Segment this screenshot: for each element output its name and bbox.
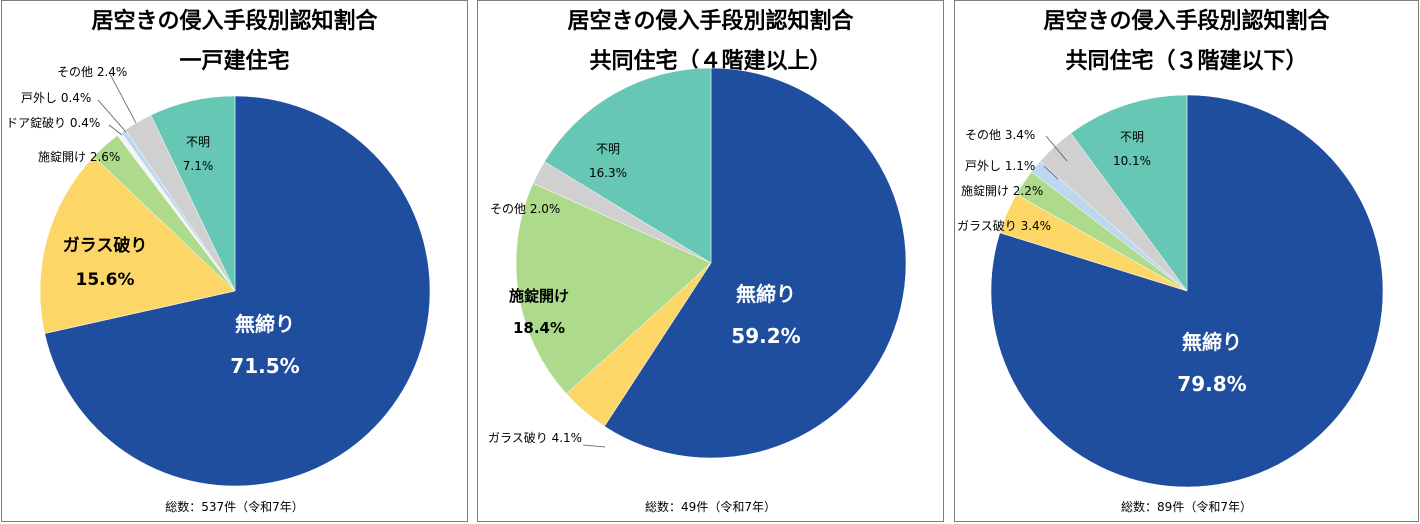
total-count: 総数：49件（令和7年） <box>645 500 776 514</box>
slice-label-outside: ガラス破り 4.1% <box>488 430 582 445</box>
slice-label-outside: その他 3.4% <box>965 128 1035 142</box>
pie-slice-3 <box>515 182 712 395</box>
slice-label-outside: ドア錠破り 0.4% <box>6 115 100 130</box>
slice-value: 59.2% <box>731 324 800 348</box>
leader-line <box>1045 135 1068 162</box>
slice-label-outside: 戸外し 0.4% <box>21 91 91 105</box>
slice-value: 18.4% <box>513 319 565 337</box>
pie-svg: 無締り 71.5% ガラス破り 15.6% 施錠開け 2.6% ドア錠破り 0.4% 戸外し… <box>6 65 431 487</box>
pie-slice-6 <box>1070 94 1188 292</box>
slice-label: 無締り <box>235 312 295 336</box>
leader-line <box>97 99 127 133</box>
pie-slice-1 <box>604 67 907 459</box>
slice-label: 不明 <box>186 135 210 149</box>
slice-label: 不明 <box>1120 130 1144 144</box>
leader-line <box>109 73 137 124</box>
pie-slice-1 <box>44 95 431 487</box>
slice-value: 15.6% <box>76 270 135 290</box>
slice-label: 不明 <box>596 142 620 156</box>
leader-line <box>582 444 606 448</box>
pie-slice-1 <box>990 94 1384 488</box>
slice-label: 無締り <box>1182 330 1242 354</box>
pie-svg: 無締り 59.2% ガラス破り 4.1% 施錠開け 18.4% その他 2.0% 不明 16.… <box>488 67 907 459</box>
slice-label: 無締り <box>736 282 796 306</box>
slice-label-outside: その他 2.4% <box>57 65 127 79</box>
slice-value: 16.3% <box>589 166 627 180</box>
slice-value: 10.1% <box>1113 154 1151 168</box>
pie-chart-detached-house: 居空きの侵入手段別認知割合 一戸建住宅 無締り 71.5% ガラス破り 15.6% 施錠… <box>1 0 468 522</box>
slice-label-outside: 戸外し 1.1% <box>965 159 1035 173</box>
slice-label: 施錠開け <box>509 287 569 305</box>
chart-title: 居空きの侵入手段別認知割合 <box>91 9 378 34</box>
slice-value: 79.8% <box>1177 372 1246 396</box>
chart-subtitle: 一戸建住宅 <box>179 49 290 74</box>
leader-line <box>108 124 123 136</box>
slice-label-outside: 施錠開け 2.2% <box>961 183 1043 198</box>
slice-value: 7.1% <box>183 159 214 173</box>
chart-subtitle: 共同住宅（３階建以下） <box>1065 49 1308 74</box>
chart-title: 居空きの侵入手段別認知割合 <box>1043 9 1330 34</box>
pie-slice-2 <box>39 156 236 334</box>
pie-chart-apartment-3f-below: 居空きの侵入手段別認知割合 共同住宅（３階建以下） 無締り 79.8% ガラス破り … <box>954 0 1419 522</box>
slice-label-outside: 施錠開け 2.6% <box>38 149 120 164</box>
pie-slice-7 <box>150 95 236 292</box>
total-count: 総数：89件（令和7年） <box>1121 500 1252 514</box>
pie-chart-apartment-4f-plus: 居空きの侵入手段別認知割合 共同住宅（４階建以上） 無締り 59.2% ガラス破り … <box>477 0 944 522</box>
pie-slice-5 <box>544 67 712 264</box>
slice-label-outside: その他 2.0% <box>490 202 560 216</box>
chart-title: 居空きの侵入手段別認知割合 <box>567 9 854 34</box>
slice-value: 71.5% <box>230 354 299 378</box>
slice-label-outside: ガラス破り 3.4% <box>957 218 1051 233</box>
total-count: 総数：537件（令和7年） <box>165 500 304 514</box>
leader-line <box>1043 165 1059 180</box>
slice-label: ガラス破り <box>63 235 148 256</box>
pie-svg: 無締り 79.8% ガラス破り 3.4% 施錠開け 2.2% 戸外し 1.1% その他 3… <box>957 94 1384 488</box>
